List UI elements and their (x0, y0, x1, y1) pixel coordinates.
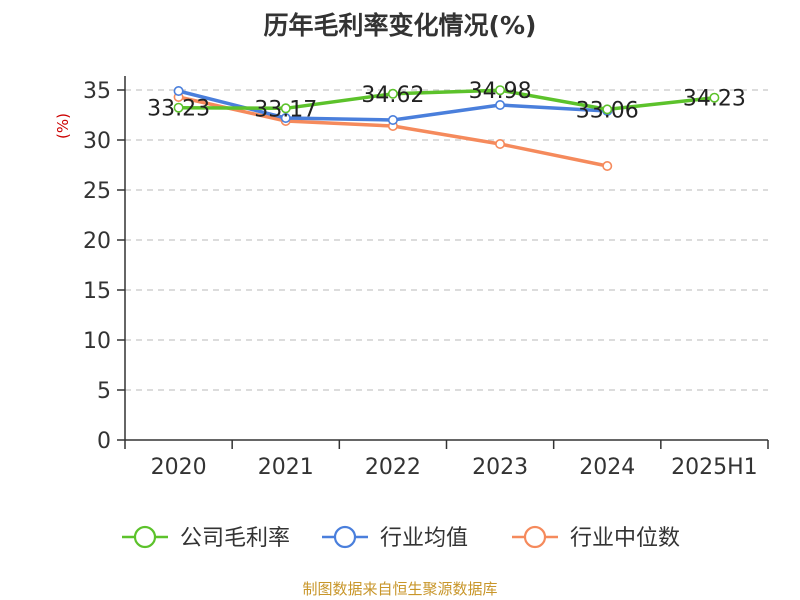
axes: 0 5 10 15 20 25 30 35 (%) 2020 2021 2022 2023 2024 202… (54, 76, 769, 480)
data-label: 33.23 (147, 97, 210, 122)
legend-marker (333, 525, 357, 549)
data-label: 34.98 (469, 79, 532, 104)
legend-marker (133, 525, 157, 549)
x-tick-label: 2023 (472, 455, 528, 480)
data-point (495, 100, 506, 111)
data-labels: 33.23 33.17 34.62 34.98 33.06 34.23 (147, 79, 746, 123)
data-point (387, 115, 398, 126)
data-point (602, 161, 613, 172)
data-point (709, 92, 720, 103)
legend-label: 公司毛利率 (180, 526, 290, 551)
y-tick-label: 30 (83, 129, 111, 154)
data-point (495, 139, 506, 150)
y-tick-label: 0 (97, 429, 111, 454)
data-point (280, 113, 291, 124)
data-point (495, 85, 506, 96)
data-point (387, 88, 398, 99)
x-tick-label: 2022 (365, 455, 421, 480)
y-tick-label: 20 (83, 229, 111, 254)
data-label: 33.06 (576, 98, 639, 123)
data-label: 34.23 (683, 87, 746, 112)
data-label: 33.17 (254, 97, 317, 122)
chart-title: 历年毛利率变化情况(%) (263, 11, 537, 40)
data-point (173, 86, 184, 97)
data-point (602, 104, 613, 115)
y-tick-label: 25 (83, 179, 111, 204)
data-label: 34.62 (361, 83, 424, 108)
y-tick-label: 15 (83, 279, 111, 304)
y-axis-label: (%) (54, 113, 72, 139)
legend: 公司毛利率 行业均值 行业中位数 (122, 525, 680, 551)
y-tick-label: 10 (83, 329, 111, 354)
series-line-0 (178, 88, 715, 112)
legend-label: 行业中位数 (570, 526, 680, 551)
x-tick-label: 2025H1 (671, 455, 758, 480)
legend-marker (523, 525, 547, 549)
y-tick-label: 35 (83, 79, 111, 104)
x-tick-label: 2024 (579, 455, 635, 480)
data-point (280, 103, 291, 114)
legend-label: 行业均值 (380, 526, 468, 551)
y-tick-label: 5 (97, 379, 111, 404)
gridlines (125, 89, 768, 391)
x-tick-label: 2020 (151, 455, 207, 480)
source-footer: 制图数据来自恒生聚源数据库 (302, 580, 498, 598)
series-lines (173, 85, 720, 172)
data-point (173, 102, 184, 113)
x-tick-label: 2021 (258, 455, 314, 480)
